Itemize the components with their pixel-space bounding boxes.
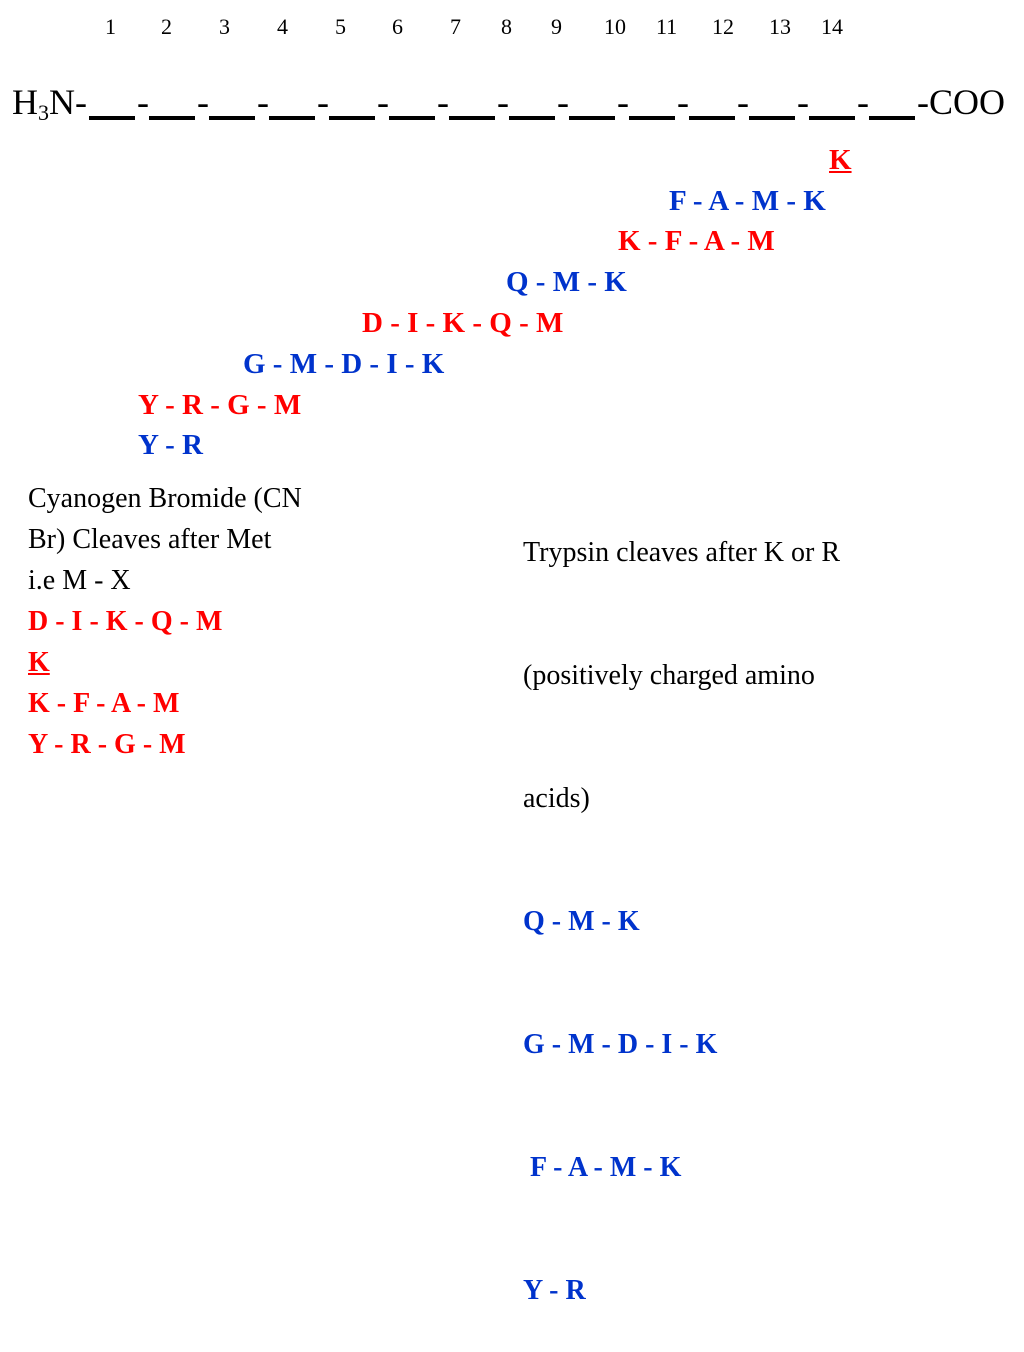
trypsin-description: Trypsin cleaves after K or R (523, 537, 841, 568)
position-number: 8 (501, 14, 512, 39)
c-terminus: -COO (917, 82, 1005, 122)
position-number: 12 (712, 14, 734, 39)
fragment: K - F - A - M (618, 225, 775, 257)
residue-blank (809, 116, 855, 120)
residue-blank (689, 116, 735, 120)
residue-blank (629, 116, 675, 120)
residue-blank (569, 116, 615, 120)
residue-blank (509, 116, 555, 120)
residue-blank (389, 116, 435, 120)
fragment: Q - M - K (506, 266, 627, 298)
cnbr-fragment: K - F - A - M (28, 688, 180, 719)
position-number: 10 (604, 14, 626, 39)
residue-blank (89, 116, 135, 120)
cnbr-description: Cyanogen Bromide (CN (28, 483, 302, 514)
bond-dash: - (317, 82, 329, 122)
trypsin-fragment: G - M - D - I - K (523, 1029, 718, 1060)
bond-dash: - (137, 82, 149, 122)
bond-dash: - (797, 82, 809, 122)
residue-blank (209, 116, 255, 120)
bond-dash: - (497, 82, 509, 122)
position-number: 7 (450, 14, 461, 39)
position-number: 2 (161, 14, 172, 39)
residue-blank (449, 116, 495, 120)
bond-dash: - (677, 82, 689, 122)
trypsin-fragment: Q - M - K (523, 906, 640, 937)
cnbr-fragment: Y - R - G - M (28, 729, 186, 760)
position-number: 14 (821, 14, 843, 39)
position-number: 11 (656, 14, 678, 39)
trypsin-description: acids) (523, 783, 590, 814)
position-number: 4 (277, 14, 288, 39)
bond-dash: - (437, 82, 449, 122)
fragment: Y - R - G - M (138, 389, 302, 421)
trypsin-note: Trypsin cleaves after K or R (positively… (523, 450, 840, 1352)
position-number: 13 (769, 14, 791, 39)
bond-dash: - (377, 82, 389, 122)
cnbr-fragment: D - I - K - Q - M (28, 606, 223, 637)
position-number: 1 (105, 14, 116, 39)
cnbr-note: Cyanogen Bromide (CN Br) Cleaves after M… (28, 478, 302, 765)
cnbr-fragment: K (28, 647, 50, 678)
residue-blank (329, 116, 375, 120)
bond-dash: - (257, 82, 269, 122)
bond-dash: - (737, 82, 749, 122)
fragment: Y - R (138, 429, 203, 461)
fragment: F - A - M - K (669, 185, 826, 217)
bond-dash: - (857, 82, 869, 122)
position-number: 3 (219, 14, 230, 39)
peptide-chain: H3N- - - - - - - - - - - - - - -COO (12, 82, 1005, 125)
fragment: K (829, 144, 852, 176)
trypsin-description: (positively charged amino (523, 660, 815, 691)
position-number: 5 (335, 14, 346, 39)
residue-blank (869, 116, 915, 120)
n-terminus: H3N- (12, 82, 87, 125)
fragment: D - I - K - Q - M (362, 307, 564, 339)
trypsin-fragment: Y - R (523, 1275, 586, 1306)
bond-dash: - (617, 82, 629, 122)
cnbr-description: Br) Cleaves after Met (28, 524, 272, 555)
bond-dash: - (557, 82, 569, 122)
residue-blank (269, 116, 315, 120)
residue-blank (149, 116, 195, 120)
fragment: G - M - D - I - K (243, 348, 445, 380)
bond-dash: - (197, 82, 209, 122)
trypsin-fragment: F - A - M - K (523, 1152, 682, 1183)
cnbr-description: i.e M - X (28, 565, 131, 596)
residue-blank (749, 116, 795, 120)
position-number: 6 (392, 14, 403, 39)
position-number: 9 (551, 14, 562, 39)
